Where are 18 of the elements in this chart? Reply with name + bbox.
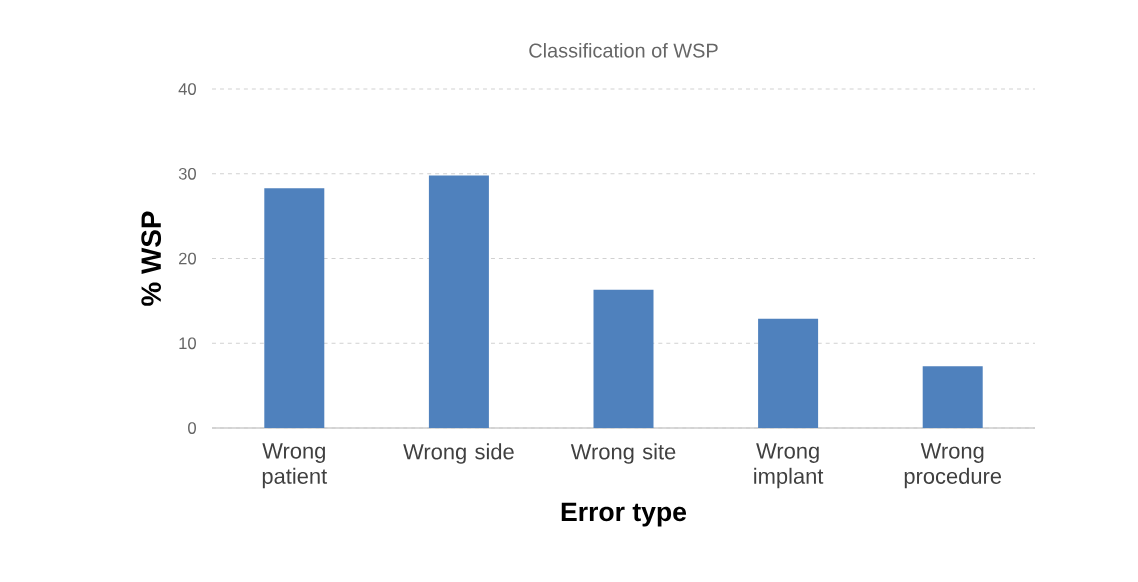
chart-title: Classification of WSP	[529, 43, 718, 58]
y-tick-label: 30	[178, 167, 196, 180]
y-tick-label: 10	[179, 337, 196, 350]
x-tick-label: Wrong procedure	[904, 443, 1002, 489]
y-tick-label: 0	[188, 422, 196, 434]
y-axis-title: % WSP	[141, 211, 162, 306]
x-tick-label: Wrong patient	[262, 443, 328, 489]
bar	[758, 318, 819, 428]
bar	[428, 175, 489, 428]
bar	[593, 289, 654, 428]
bar	[922, 366, 983, 428]
x-tick-label: Wrong site	[570, 443, 676, 464]
x-axis-title: Error type	[561, 502, 687, 527]
y-tick-label: 20	[179, 252, 196, 265]
x-tick-label: Wrong side	[403, 443, 514, 464]
x-tick-label: Wrong implant	[754, 443, 824, 489]
bar	[264, 188, 325, 428]
y-tick-label: 40	[178, 83, 196, 95]
